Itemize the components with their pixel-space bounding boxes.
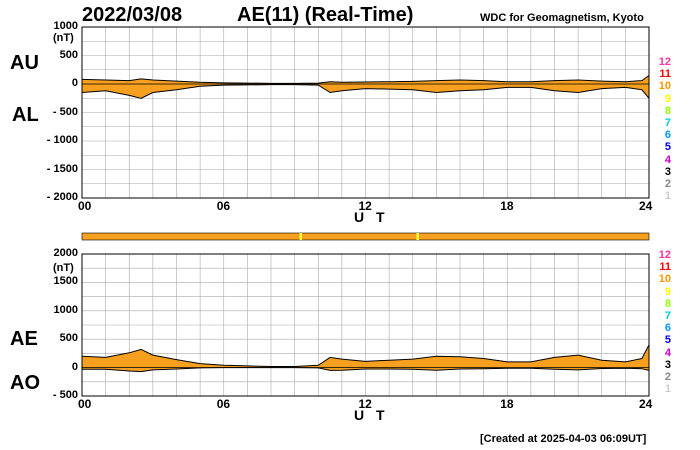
level-scale-label: 10 <box>658 80 671 93</box>
x-tick-label: 12 <box>358 199 372 213</box>
series-line-al <box>81 84 650 99</box>
level-scale-label: 1 <box>664 383 671 396</box>
level-scale-label: 2 <box>664 371 671 383</box>
plot-frame <box>81 253 650 397</box>
y-tick-label: 1000 <box>53 303 78 316</box>
level-scale-label: 8 <box>664 104 671 117</box>
chart-title: AE(11) (Real-Time) <box>237 4 414 26</box>
level-scale-label: 9 <box>664 285 671 298</box>
status-mark <box>416 233 419 240</box>
series-line-ao <box>82 367 650 373</box>
unit-label: (nT) <box>53 32 74 44</box>
data-area <box>82 75 649 99</box>
level-scale-label: 3 <box>664 358 671 371</box>
x-tick-label: 00 <box>78 199 92 213</box>
y-tick-label: - 500 <box>52 105 78 118</box>
level-scale-label: 1 <box>664 190 671 203</box>
y-tick-label: 0 <box>71 77 78 89</box>
status-bar <box>81 232 650 241</box>
y-tick-label: - 500 <box>52 389 78 401</box>
level-scale-label: 2 <box>664 178 671 190</box>
level-scale-label: 6 <box>664 322 671 335</box>
source-label: WDC for Geomagnetism, Kyoto <box>480 12 644 24</box>
data-area <box>82 344 649 372</box>
date-title: 2022/03/08 <box>82 4 183 26</box>
level-scale-label: 8 <box>664 297 671 310</box>
x-tick-label: 18 <box>500 199 514 213</box>
x-tick-label: 24 <box>639 199 653 213</box>
y-tick-label: 1000 <box>53 20 78 32</box>
level-scale-label: 12 <box>658 56 671 68</box>
level-scale-label: 11 <box>659 68 671 81</box>
level-scale-label: 11 <box>659 261 671 274</box>
status-mark <box>299 233 303 240</box>
x-tick-label: 06 <box>216 397 231 411</box>
created-timestamp: [Created at 2025-04-03 06:09UT] <box>480 433 647 445</box>
level-scale-label: 10 <box>658 273 671 286</box>
level-scale-label: 7 <box>664 117 671 129</box>
y-tick-label: 2000 <box>53 247 78 259</box>
ae-label: AE <box>10 328 38 350</box>
y-tick-label: 500 <box>59 332 78 345</box>
series-line-ae <box>81 344 650 367</box>
level-scale-label: 4 <box>664 153 671 166</box>
y-tick-label: - 1000 <box>46 134 78 146</box>
level-scale-label: 9 <box>664 92 671 105</box>
x-axis-title: U T <box>354 407 389 423</box>
level-scale-label: 6 <box>664 129 671 142</box>
level-scale-label: 12 <box>658 249 671 261</box>
x-tick-label: 06 <box>216 199 231 213</box>
au-label: AU <box>10 52 39 74</box>
x-tick-label: 12 <box>358 397 372 411</box>
level-scale-label: 5 <box>664 334 671 347</box>
y-tick-label: 500 <box>59 48 78 61</box>
plot-frame <box>81 26 650 199</box>
x-tick-label: 18 <box>500 397 514 411</box>
level-scale-label: 4 <box>664 346 671 359</box>
y-tick-label: - 2000 <box>46 191 78 203</box>
unit-label: (nT) <box>53 262 74 274</box>
level-scale-label: 5 <box>664 141 671 154</box>
x-tick-label: 00 <box>78 397 92 411</box>
x-tick-label: 24 <box>639 397 653 411</box>
y-tick-label: 0 <box>71 360 78 373</box>
series-line-au <box>81 75 650 84</box>
y-tick-label: - 1500 <box>46 162 78 175</box>
level-scale-label: 7 <box>664 310 671 322</box>
ao-label: AO <box>10 372 40 394</box>
y-tick-label: 1500 <box>53 275 78 288</box>
al-label: AL <box>12 104 39 126</box>
x-axis-title: U T <box>354 209 389 225</box>
level-scale-label: 3 <box>664 165 671 178</box>
